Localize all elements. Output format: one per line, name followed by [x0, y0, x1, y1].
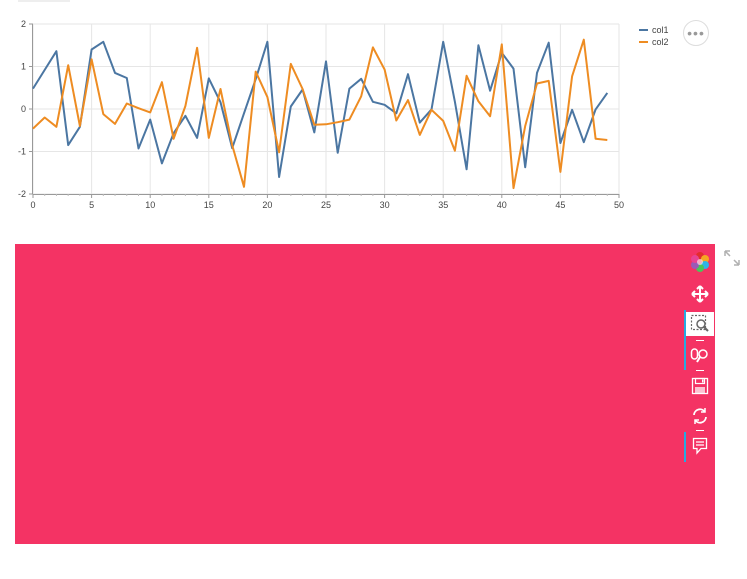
y-tick-label: -2 — [18, 189, 26, 199]
box-zoom-tool-button[interactable] — [686, 312, 714, 336]
hover-tool-button[interactable] — [686, 434, 714, 458]
toolbar-separator — [696, 370, 704, 371]
pan-icon — [691, 285, 709, 303]
x-tick-label: 30 — [380, 200, 390, 210]
bokeh-logo-icon — [691, 252, 709, 272]
line-chart: 0 5 10 15 20 25 30 35 40 45 50 -2 -1 0 1 2 col1 col2 — [0, 0, 747, 220]
y-tick-label: 0 — [21, 104, 26, 114]
plot-toolbar — [684, 250, 716, 470]
wheel-zoom-icon — [690, 348, 708, 363]
series-line-col2 — [32, 38, 608, 190]
x-tick-label: 5 — [89, 200, 94, 210]
plot-panel — [15, 244, 715, 544]
toolbar-separator — [696, 430, 704, 431]
reset-icon — [693, 408, 707, 424]
legend-label-col2: col2 — [652, 37, 669, 47]
x-tick-label: 40 — [497, 200, 507, 210]
save-tool-button[interactable] — [686, 374, 714, 398]
x-tick-label: 20 — [262, 200, 272, 210]
y-tick-label: 1 — [21, 62, 26, 72]
save-icon — [691, 377, 709, 395]
box-zoom-icon — [690, 314, 709, 332]
active-tool-indicator — [684, 310, 686, 370]
top-tab-strip — [18, 0, 70, 2]
x-tick-label: 10 — [145, 200, 155, 210]
line-chart-svg: 0 5 10 15 20 25 30 35 40 45 50 -2 -1 0 1 2 col1 col2 — [18, 19, 669, 210]
toolbar-separator — [696, 340, 704, 341]
x-tick-label: 35 — [438, 200, 448, 210]
x-tick-label: 50 — [614, 200, 624, 210]
y-tick-label: 2 — [21, 19, 26, 29]
reset-tool-button[interactable] — [686, 404, 714, 428]
legend-label-col1: col1 — [652, 25, 669, 35]
more-options-label: ••• — [687, 25, 705, 41]
x-tick-label: 25 — [321, 200, 331, 210]
wheel-zoom-tool-button[interactable] — [686, 344, 714, 368]
series-line-col1 — [32, 40, 609, 178]
x-tick-label: 45 — [555, 200, 565, 210]
more-options-button[interactable]: ••• — [683, 20, 709, 46]
y-tick-label: -1 — [18, 147, 26, 157]
x-tick-label: 15 — [204, 200, 214, 210]
bokeh-logo-button[interactable] — [686, 250, 714, 274]
expand-icon[interactable] — [724, 250, 740, 266]
pan-tool-button[interactable] — [686, 282, 714, 306]
hover-icon — [692, 437, 708, 455]
x-tick-label: 0 — [30, 200, 35, 210]
active-tool-indicator — [684, 432, 686, 462]
